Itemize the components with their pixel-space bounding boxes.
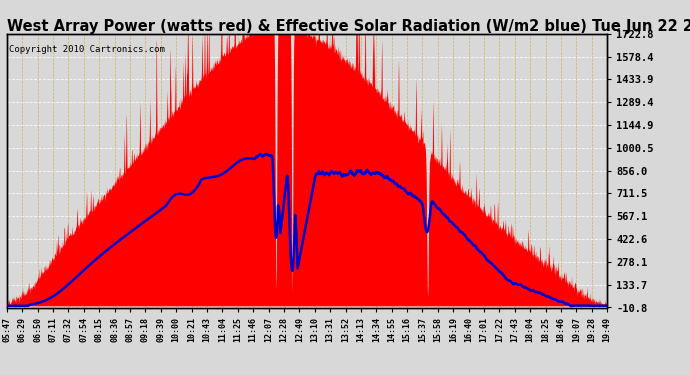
Text: West Array Power (watts red) & Effective Solar Radiation (W/m2 blue) Tue Jun 22 : West Array Power (watts red) & Effective… [7, 19, 690, 34]
Text: Copyright 2010 Cartronics.com: Copyright 2010 Cartronics.com [9, 45, 165, 54]
